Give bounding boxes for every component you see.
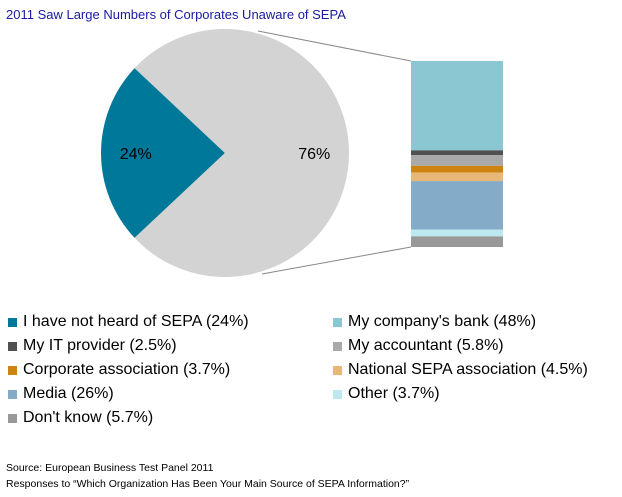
legend-label: My company's bank (48%) [348, 313, 537, 330]
legend-swatch [333, 365, 342, 375]
pie-slice-1 [134, 28, 349, 277]
pie-bar-chart: 24% 76% [100, 28, 503, 277]
legend-swatch [8, 389, 17, 399]
legend-item: My IT provider (2.5%) [8, 336, 333, 356]
legend-label: Corporate association (3.7%) [23, 361, 231, 378]
pie-slice-0 [100, 68, 225, 238]
legend-swatch [8, 341, 17, 351]
bar-segment-national-sepa-association [411, 172, 503, 182]
legend-swatch [8, 413, 17, 423]
pie-data-label: 76% [298, 146, 330, 163]
bar-segment-my-it-provider [411, 150, 503, 156]
legend-label: My accountant (5.8%) [348, 337, 504, 354]
legend-label: National SEPA association (4.5%) [348, 361, 588, 378]
legend-label: My IT provider (2.5%) [23, 337, 177, 354]
legend-item: My accountant (5.8%) [333, 336, 618, 356]
legend-label: Don't know (5.7%) [23, 409, 154, 426]
bar-segment-other [411, 229, 503, 237]
bar-segment-my-company-s-bank [411, 61, 503, 151]
legend-item: Corporate association (3.7%) [8, 360, 333, 380]
legend-swatch [8, 317, 17, 327]
bar-segment-don-t-know [411, 236, 503, 247]
legend: I have not heard of SEPA (24%) My company… [8, 312, 618, 428]
legend-item: National SEPA association (4.5%) [333, 360, 618, 380]
legend-item: Don't know (5.7%) [8, 408, 333, 428]
bar-segment-corporate-association [411, 165, 503, 173]
pie-data-label: 24% [120, 146, 152, 163]
legend-label: I have not heard of SEPA (24%) [23, 313, 249, 330]
legend-swatch [333, 341, 342, 351]
legend-item: Other (3.7%) [333, 384, 618, 404]
connector-line-bottom [261, 246, 412, 275]
legend-swatch [333, 389, 342, 399]
legend-item: I have not heard of SEPA (24%) [8, 312, 333, 332]
legend-label: Other (3.7%) [348, 385, 440, 402]
legend-label: Media (26%) [23, 385, 114, 402]
connector-line-top [257, 30, 412, 62]
bar-segment-media [411, 181, 503, 230]
question-note: Responses to “Which Organization Has Bee… [6, 478, 410, 490]
bar-segment-my-accountant [411, 155, 503, 166]
source-note: Source: European Business Test Panel 201… [6, 462, 214, 474]
legend-item: Media (26%) [8, 384, 333, 404]
legend-swatch [333, 317, 342, 327]
legend-item: My company's bank (48%) [333, 312, 618, 332]
legend-swatch [8, 365, 17, 375]
chart-title: 2011 Saw Large Numbers of Corporates Una… [6, 7, 346, 22]
